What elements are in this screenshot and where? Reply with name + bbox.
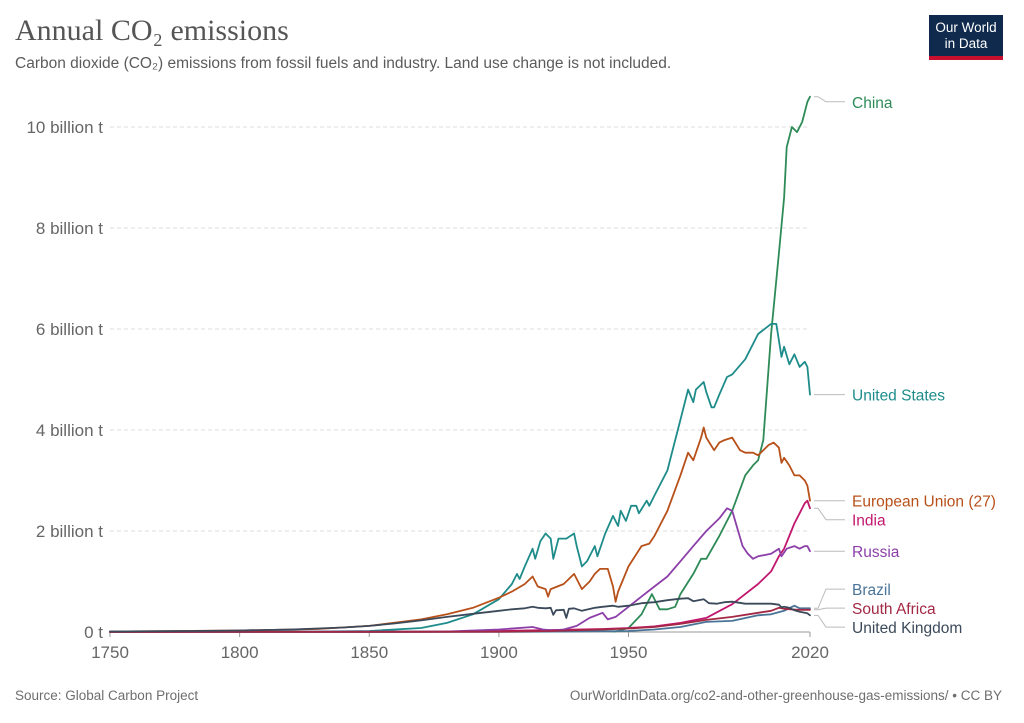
y-tick-label: 6 billion t xyxy=(36,320,103,339)
x-tick-label: 2020 xyxy=(791,643,829,662)
source-note: Source: Global Carbon Project xyxy=(15,688,199,703)
y-tick-label: 10 billion t xyxy=(26,118,103,137)
y-tick-label: 0 t xyxy=(84,623,103,642)
logo-line-2: in Data xyxy=(944,36,988,51)
series-line-india[interactable] xyxy=(109,499,811,633)
x-tick-label: 1750 xyxy=(91,643,129,662)
chart-subtitle: Carbon dioxide (CO₂) emissions from foss… xyxy=(15,55,672,72)
series-label[interactable]: India xyxy=(852,513,886,530)
source-url-link[interactable]: OurWorldInData.org/co2-and-other-greenho… xyxy=(569,688,1002,703)
label-leader-line xyxy=(814,607,845,611)
series-line-china[interactable] xyxy=(109,95,811,633)
series-label[interactable]: Brazil xyxy=(852,582,891,599)
series-label[interactable]: Russia xyxy=(852,544,900,561)
series-line-russia[interactable] xyxy=(109,507,811,633)
y-tick-label: 8 billion t xyxy=(36,219,103,238)
series-line-south-africa[interactable] xyxy=(109,606,811,633)
logo-line-1: Our World xyxy=(935,20,997,35)
label-leader-line xyxy=(814,614,845,628)
owid-logo[interactable]: Our World in Data xyxy=(929,15,1003,60)
series-line-brazil[interactable] xyxy=(109,604,811,633)
y-axis: 0 t 2 billion t 4 billion t 6 billion t 8 bi… xyxy=(26,118,103,642)
series-line-united-kingdom[interactable] xyxy=(109,597,811,633)
label-leader-line xyxy=(814,507,845,521)
series-line-united-states[interactable] xyxy=(109,323,811,633)
label-leader-line xyxy=(814,588,845,609)
grid-lines xyxy=(110,126,810,532)
x-tick-label: 1850 xyxy=(350,643,388,662)
series-label[interactable]: United States xyxy=(852,388,945,405)
series-labels: China United States European Union (27) Ind… xyxy=(814,95,996,637)
series-label[interactable]: United Kingdom xyxy=(852,620,962,637)
x-axis: 1750 1800 1850 1900 1950 2020 xyxy=(91,631,829,662)
series-line-european-union-27[interactable] xyxy=(109,426,811,633)
series-label[interactable]: South Africa xyxy=(852,601,936,618)
x-tick-label: 1800 xyxy=(221,643,259,662)
x-tick-label: 1950 xyxy=(610,643,648,662)
series-lines xyxy=(109,95,811,633)
x-tick-label: 1900 xyxy=(480,643,518,662)
label-leader-line xyxy=(814,96,845,103)
series-label[interactable]: European Union (27) xyxy=(852,494,996,511)
series-label[interactable]: China xyxy=(852,95,893,112)
chart-title: Annual CO₂ emissions xyxy=(15,14,289,47)
y-tick-label: 4 billion t xyxy=(36,421,103,440)
y-tick-label: 2 billion t xyxy=(36,522,103,541)
